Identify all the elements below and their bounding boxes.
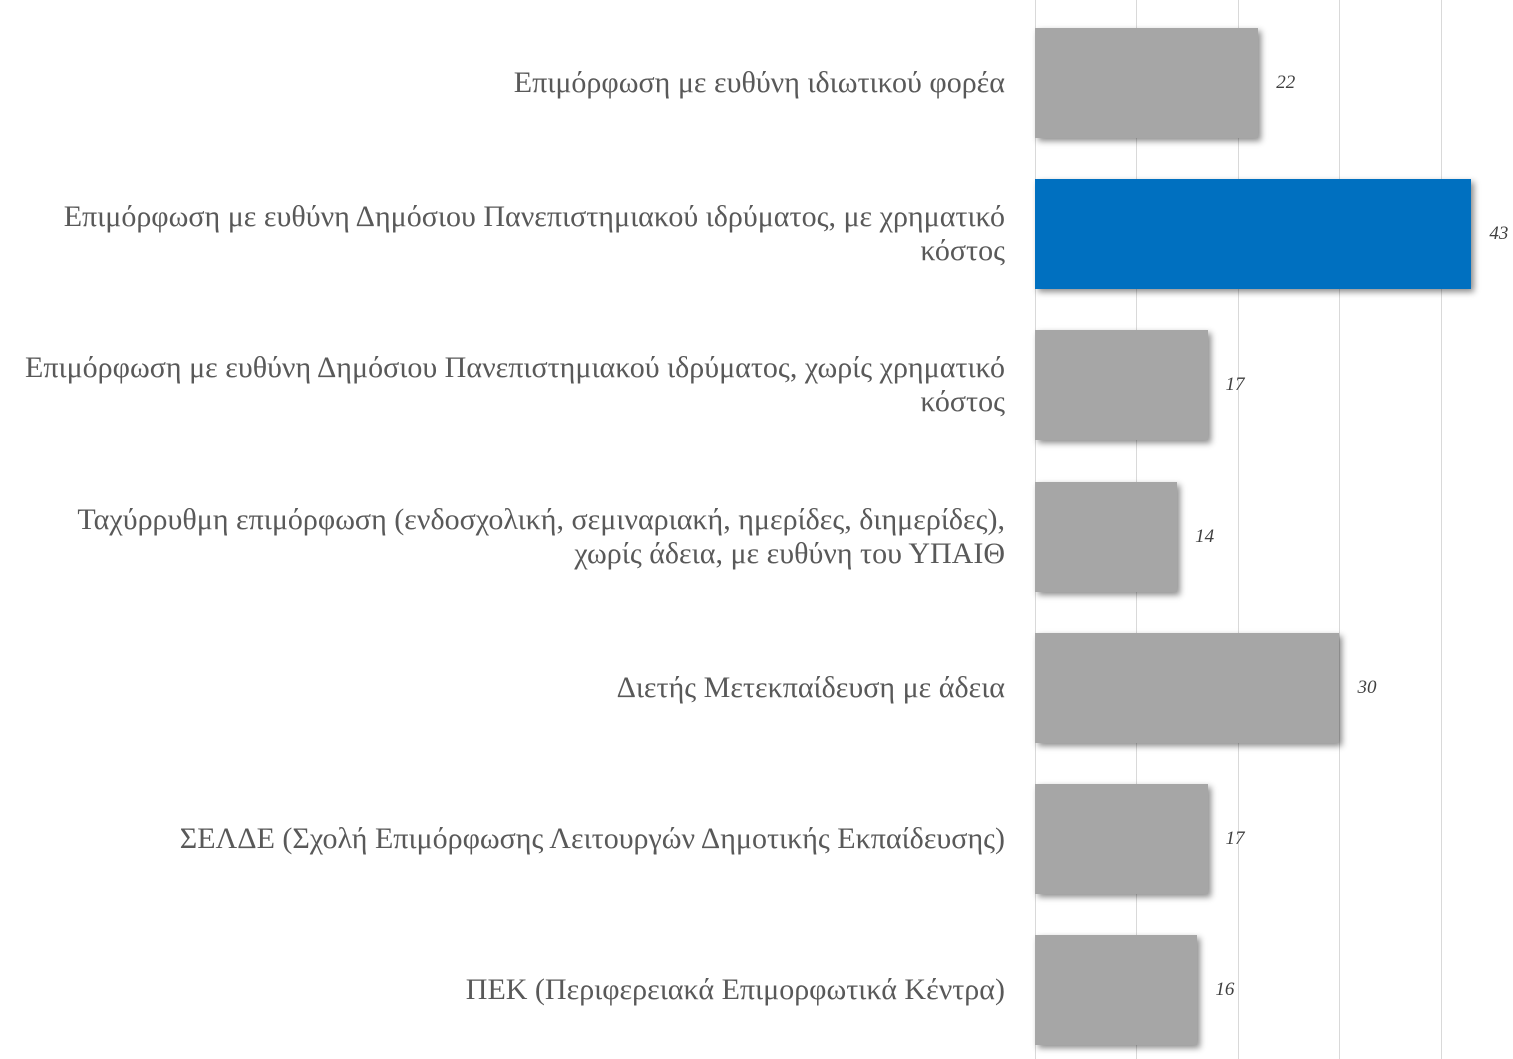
data-label: 16 bbox=[1215, 979, 1235, 1001]
grid-line bbox=[1440, 0, 1442, 1059]
data-label: 17 bbox=[1225, 374, 1245, 396]
category-label: ΣΕΛΔΕ (Σχολή Επιμόρφωσης Λειτουργών Δημο… bbox=[179, 822, 1005, 856]
category-label: Διετής Μετεκπαίδευση με άδεια bbox=[616, 670, 1005, 704]
bar bbox=[1035, 632, 1340, 743]
bar bbox=[1035, 27, 1259, 138]
grid-line bbox=[1237, 0, 1239, 1059]
bar bbox=[1035, 784, 1208, 895]
category-label: Επιμόρφωση με ευθύνη Δημόσιου Πανεπιστημ… bbox=[63, 199, 1005, 267]
bar bbox=[1035, 330, 1208, 441]
category-label: ΠΕΚ (Περιφερειακά Επιμορφωτικά Κέντρα) bbox=[465, 973, 1005, 1007]
data-label: 30 bbox=[1357, 676, 1377, 698]
category-label: Επιμόρφωση με ευθύνη Δημόσιου Πανεπιστημ… bbox=[25, 351, 1005, 419]
grid-line bbox=[1339, 0, 1341, 1059]
category-label: Ταχύρρυθμη επιμόρφωση (ενδοσχολική, σεμι… bbox=[77, 502, 1005, 570]
bar bbox=[1035, 935, 1198, 1046]
data-label: 17 bbox=[1225, 828, 1245, 850]
bar bbox=[1035, 178, 1472, 289]
bar bbox=[1035, 481, 1178, 592]
data-label: 14 bbox=[1195, 525, 1215, 547]
data-label: 22 bbox=[1276, 71, 1296, 93]
category-label: Επιμόρφωση με ευθύνη ιδιωτικού φορέα bbox=[513, 65, 1005, 99]
data-label: 43 bbox=[1489, 222, 1509, 244]
